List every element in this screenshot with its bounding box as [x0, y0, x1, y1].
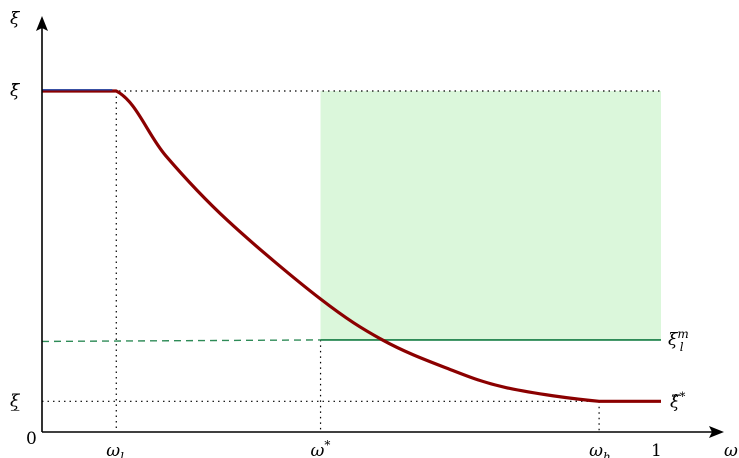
y-tick-label-1: ξ̲ [10, 391, 21, 411]
xi-l-m-dashed-line [41, 339, 321, 343]
xi-hat-star-curve [42, 89, 661, 403]
xi-hat-star-series-label: ξ̂* [670, 389, 685, 412]
x-tick-label-2: ωh [589, 441, 611, 458]
x-tick-label-3: 1 [651, 441, 662, 458]
y-axis-arrow-icon [36, 16, 48, 31]
guide-lines-layer [42, 90, 661, 432]
x-axis-label: ω [724, 441, 738, 458]
labels-layer: ξ ω 0 ωl ω* ωh 1 ξ̄ ξ̲ ξm l ξ̂* [10, 9, 738, 458]
series-layer [41, 89, 661, 403]
x-tick-label-1: ω* [311, 438, 331, 458]
shaded-region [320, 91, 661, 340]
x-axis-arrow-icon [709, 426, 724, 438]
y-axis-label: ξ [10, 9, 21, 29]
shaded-region-layer [320, 91, 661, 340]
axes [36, 16, 724, 438]
y-tick-label-0: ξ̄ [10, 81, 21, 101]
xi-l-m-series-label: ξm l [668, 327, 689, 354]
origin-label: 0 [26, 429, 37, 449]
x-tick-label-0: ωl [106, 441, 124, 458]
